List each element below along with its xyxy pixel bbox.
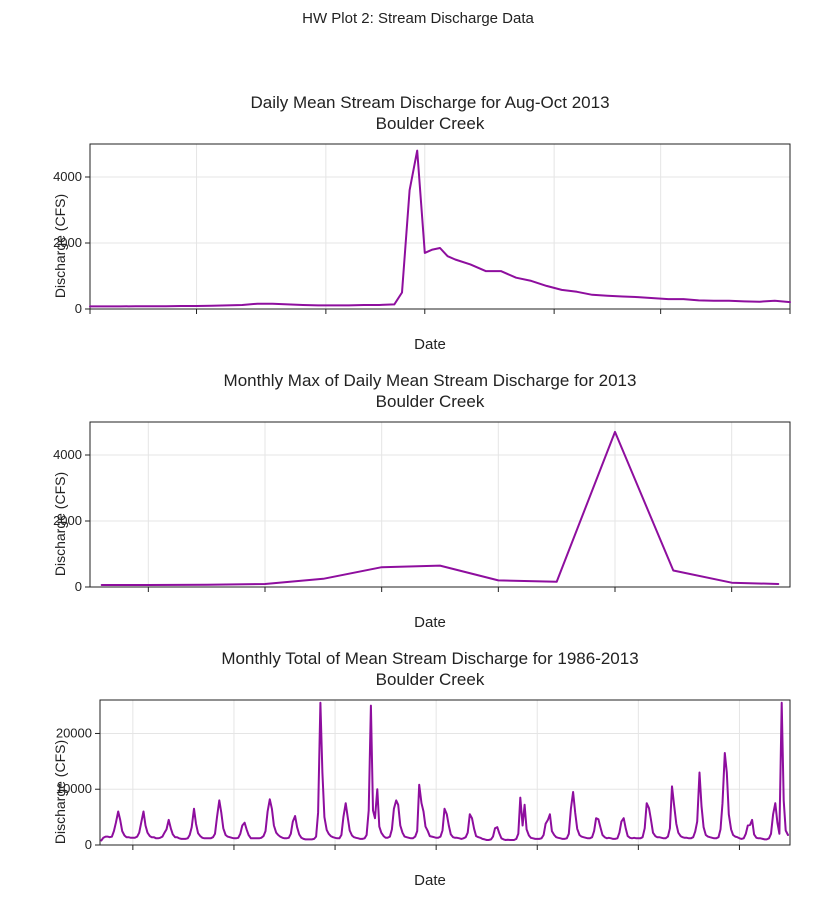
monthly-max-title: Monthly Max of Daily Mean Stream Dischar… [40,370,820,413]
monthly-max-xlabel: Date [40,614,820,631]
daily-title: Daily Mean Stream Discharge for Aug-Oct … [40,92,820,135]
svg-text:0: 0 [75,579,82,592]
svg-text:4000: 4000 [53,169,82,184]
daily-title-line2: Boulder Creek [376,114,485,133]
svg-text:0: 0 [85,837,92,850]
daily-title-line1: Daily Mean Stream Discharge for Aug-Oct … [250,93,609,112]
svg-text:20000: 20000 [56,725,92,740]
daily-chart-svg: 020004000Aug-01Aug-15Sep-01Sep-15Oct-01O… [40,139,800,314]
panel-monthly-total: Monthly Total of Mean Stream Discharge f… [40,648,820,889]
monthly-total-ylabel: Discharge (CFS) [52,739,68,843]
monthly-max-ylabel: Discharge (CFS) [52,471,68,575]
daily-xlabel: Date [40,336,820,353]
monthly-max-title-line1: Monthly Max of Daily Mean Stream Dischar… [224,371,637,390]
daily-plot-wrap: Discharge (CFS) 020004000Aug-01Aug-15Sep… [40,139,820,353]
page-root: HW Plot 2: Stream Discharge Data Daily M… [0,0,836,902]
monthly-max-title-line2: Boulder Creek [376,392,485,411]
monthly-total-chart-svg: 010000200001988199219962000200420082012 [40,695,800,850]
monthly-total-title: Monthly Total of Mean Stream Discharge f… [40,648,820,691]
monthly-total-title-line1: Monthly Total of Mean Stream Discharge f… [221,649,638,668]
svg-text:0: 0 [75,301,82,314]
panel-monthly-max: Monthly Max of Daily Mean Stream Dischar… [40,370,820,631]
panel-daily: Daily Mean Stream Discharge for Aug-Oct … [40,92,820,353]
monthly-total-xlabel: Date [40,872,820,889]
page-title: HW Plot 2: Stream Discharge Data [0,10,836,27]
daily-ylabel: Discharge (CFS) [52,193,68,297]
svg-text:4000: 4000 [53,447,82,462]
monthly-total-title-line2: Boulder Creek [376,670,485,689]
monthly-max-plot-wrap: Discharge (CFS) 020004000Mar-01May-01Jul… [40,417,820,631]
monthly-max-chart-svg: 020004000Mar-01May-01Jul-01Sep-01Nov-01J… [40,417,800,592]
monthly-total-plot-wrap: Discharge (CFS) 010000200001988199219962… [40,695,820,889]
